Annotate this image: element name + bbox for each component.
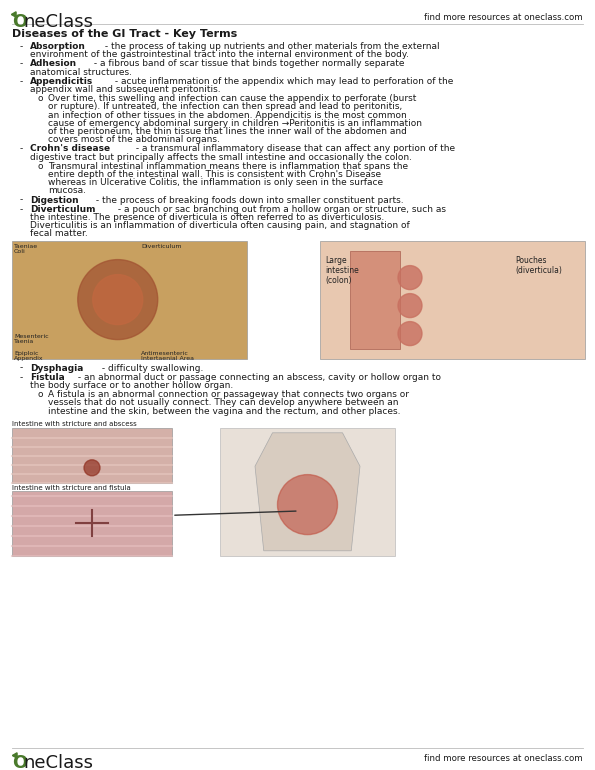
Bar (12, 428, 172, 483)
Text: the body surface or to another hollow organ.: the body surface or to another hollow or… (30, 381, 233, 390)
Circle shape (277, 474, 337, 534)
Bar (220, 428, 395, 556)
Text: -: - (20, 373, 23, 382)
Text: an infection of other tissues in the abdomen. Appendicitis is the most common: an infection of other tissues in the abd… (48, 111, 407, 119)
Text: entire depth of the intestinal wall. This is consistent with Crohn's Disease: entire depth of the intestinal wall. Thi… (48, 170, 381, 179)
Text: -: - (20, 205, 23, 214)
Text: Pouches
(diverticula): Pouches (diverticula) (515, 256, 562, 275)
Circle shape (398, 322, 422, 346)
Text: Dysphagia: Dysphagia (30, 363, 83, 373)
Text: A fistula is an abnormal connection or passageway that connects two organs or: A fistula is an abnormal connection or p… (48, 390, 409, 399)
Text: - a fibrous band of scar tissue that binds together normally separate: - a fibrous band of scar tissue that bin… (91, 59, 405, 69)
Text: Over time, this swelling and infection can cause the appendix to perforate (burs: Over time, this swelling and infection c… (48, 94, 416, 103)
Text: neClass: neClass (23, 13, 93, 31)
Text: cause of emergency abdominal surgery in children →Peritonitis is an inflammation: cause of emergency abdominal surgery in … (48, 119, 422, 128)
Text: fecal matter.: fecal matter. (30, 229, 87, 239)
Text: Fistula: Fistula (30, 373, 65, 382)
Text: of the peritoneum, the thin tissue that lines the inner wall of the abdomen and: of the peritoneum, the thin tissue that … (48, 127, 407, 136)
Circle shape (78, 259, 158, 340)
Text: -: - (20, 196, 23, 205)
Text: - a transmural inflammatory disease that can affect any portion of the: - a transmural inflammatory disease that… (133, 145, 456, 153)
Text: vessels that do not usually connect. They can develop anywhere between an: vessels that do not usually connect. The… (48, 398, 399, 407)
Text: find more resources at oneclass.com: find more resources at oneclass.com (424, 754, 583, 763)
Text: find more resources at oneclass.com: find more resources at oneclass.com (424, 13, 583, 22)
Text: - an abnormal duct or passage connecting an abscess, cavity or hollow organ to: - an abnormal duct or passage connecting… (75, 373, 441, 382)
Text: o: o (38, 94, 43, 103)
Text: -: - (20, 77, 23, 85)
Bar (12, 240, 247, 359)
Text: o: o (38, 162, 43, 171)
Text: digestive tract but principally affects the small intestine and occasionally the: digestive tract but principally affects … (30, 152, 412, 162)
Text: Adhesion: Adhesion (30, 59, 77, 69)
Text: Digestion: Digestion (30, 196, 79, 205)
Text: - acute inflammation of the appendix which may lead to perforation of the: - acute inflammation of the appendix whi… (112, 77, 453, 85)
Text: Diverticulitis is an inflammation of diverticula often causing pain, and stagnat: Diverticulitis is an inflammation of div… (30, 221, 410, 230)
Text: -: - (20, 42, 23, 51)
Text: O: O (12, 754, 27, 770)
Text: Intestine with stricture and abscess: Intestine with stricture and abscess (12, 420, 137, 427)
Text: neClass: neClass (23, 754, 93, 770)
Bar (350, 250, 400, 349)
Text: o: o (38, 390, 43, 399)
Bar (12, 490, 172, 556)
Text: Crohn's disease: Crohn's disease (30, 145, 110, 153)
Text: anatomical structures.: anatomical structures. (30, 68, 132, 76)
Text: Antimesenteric
Intertaenial Area: Antimesenteric Intertaenial Area (141, 350, 194, 361)
Circle shape (398, 293, 422, 317)
Text: -: - (20, 145, 23, 153)
Text: Diverticulum: Diverticulum (141, 243, 181, 249)
Text: Taeniae
Coli: Taeniae Coli (14, 243, 38, 254)
Text: Diverticulum: Diverticulum (30, 205, 96, 214)
Text: intestine and the skin, between the vagina and the rectum, and other places.: intestine and the skin, between the vagi… (48, 407, 400, 416)
Text: -: - (20, 363, 23, 373)
Text: - the process of breaking foods down into smaller constituent parts.: - the process of breaking foods down int… (93, 196, 403, 205)
Text: environment of the gastrointestinal tract into the internal environment of the b: environment of the gastrointestinal trac… (30, 50, 409, 59)
Bar (320, 240, 585, 359)
Text: - difficulty swallowing.: - difficulty swallowing. (99, 363, 203, 373)
Text: Diseases of the GI Tract - Key Terms: Diseases of the GI Tract - Key Terms (12, 29, 237, 39)
Circle shape (84, 460, 100, 476)
Text: Mesenteric
Taenia: Mesenteric Taenia (14, 333, 49, 344)
Text: Transmural intestinal inflammation means there is inflammation that spans the: Transmural intestinal inflammation means… (48, 162, 408, 171)
Text: O: O (12, 13, 27, 31)
Text: whereas in Ulcerative Colitis, the inflammation is only seen in the surface: whereas in Ulcerative Colitis, the infla… (48, 178, 383, 187)
Text: - the process of taking up nutrients and other materials from the external: - the process of taking up nutrients and… (102, 42, 440, 51)
Text: the intestine. The presence of diverticula is often referred to as diverticulosi: the intestine. The presence of diverticu… (30, 213, 384, 222)
Circle shape (93, 275, 143, 325)
Text: Large
intestine
(colon): Large intestine (colon) (325, 256, 359, 286)
Text: Intestine with stricture and fistula: Intestine with stricture and fistula (12, 485, 131, 490)
Text: Appendicitis: Appendicitis (30, 77, 93, 85)
Text: Epiploic
Appendix: Epiploic Appendix (14, 350, 43, 361)
Text: appendix wall and subsequent peritonitis.: appendix wall and subsequent peritonitis… (30, 85, 221, 94)
Circle shape (398, 266, 422, 290)
Polygon shape (255, 433, 360, 551)
Text: Absorption: Absorption (30, 42, 86, 51)
Text: or rupture). If untreated, the infection can then spread and lead to peritonitis: or rupture). If untreated, the infection… (48, 102, 402, 112)
Text: mucosa.: mucosa. (48, 186, 86, 196)
Text: covers most of the abdominal organs.: covers most of the abdominal organs. (48, 136, 220, 144)
Text: - a pouch or sac branching out from a hollow organ or structure, such as: - a pouch or sac branching out from a ho… (114, 205, 446, 214)
Text: -: - (20, 59, 23, 69)
